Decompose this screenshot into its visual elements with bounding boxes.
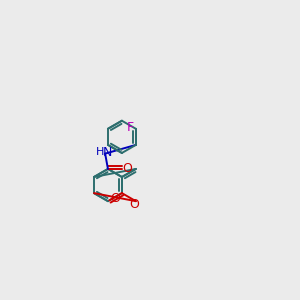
Text: O: O <box>110 193 120 206</box>
Text: O: O <box>129 198 139 211</box>
Text: O: O <box>122 162 132 176</box>
Text: N: N <box>103 146 112 159</box>
Text: H: H <box>96 147 104 157</box>
Text: F: F <box>127 121 134 134</box>
